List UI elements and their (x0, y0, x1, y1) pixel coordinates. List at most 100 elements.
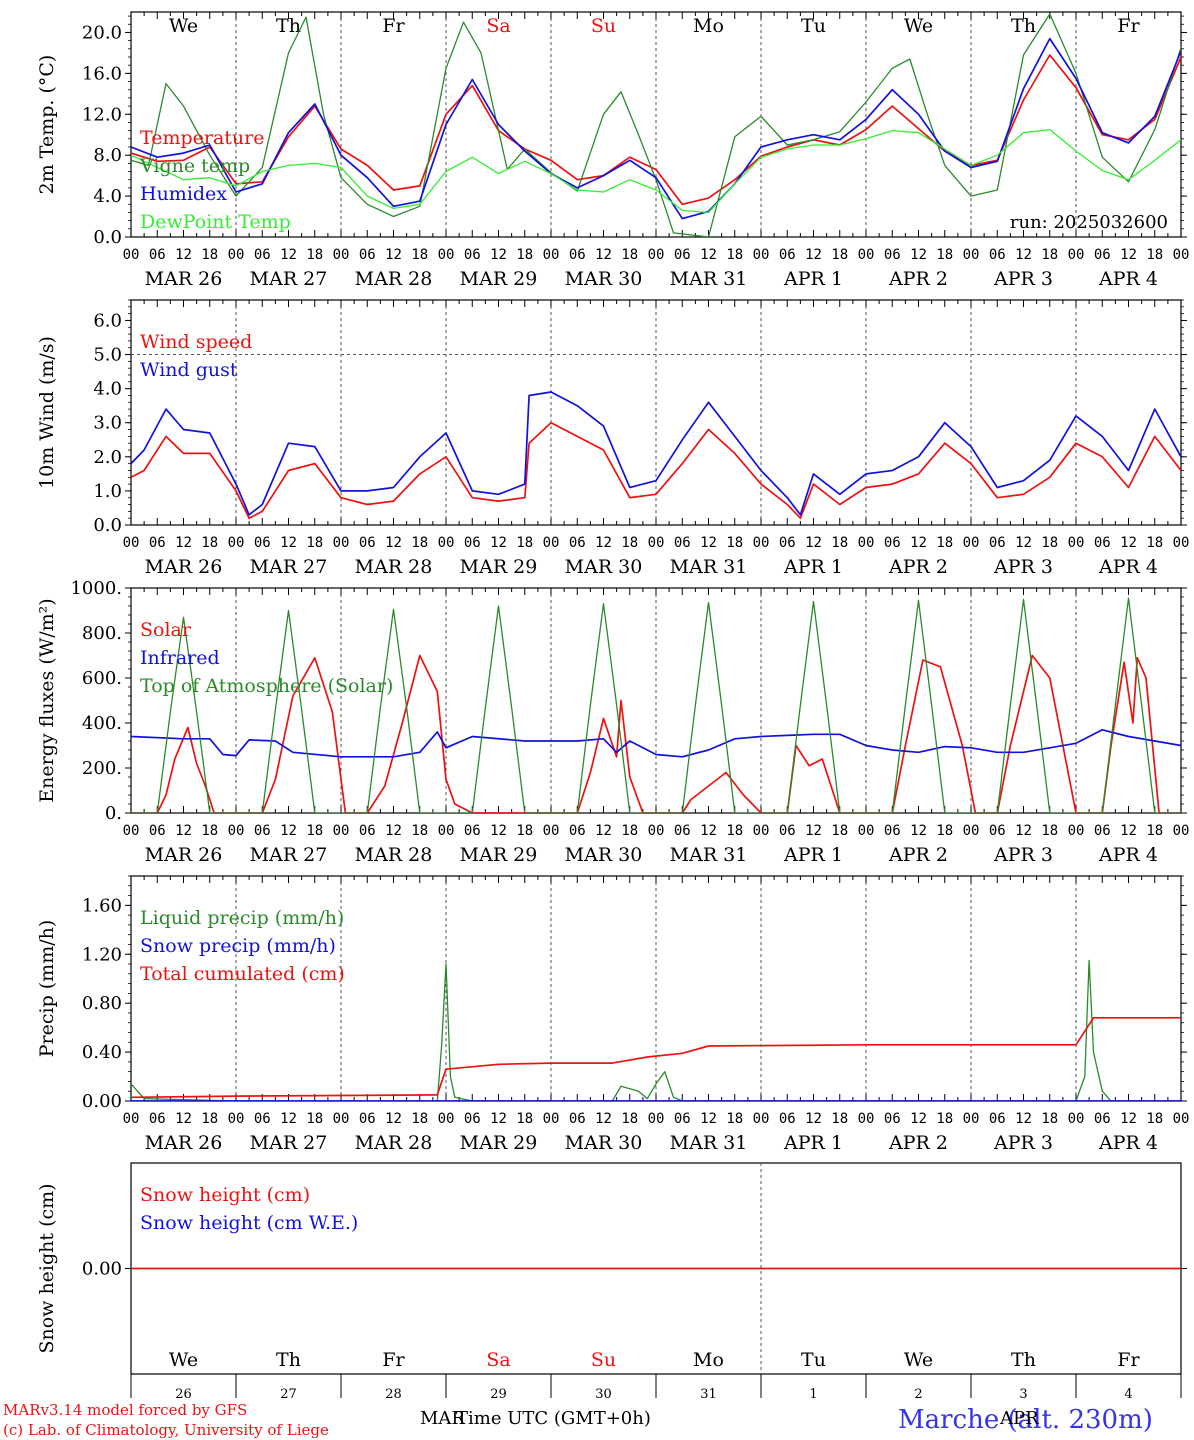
hour-label: 00 (858, 247, 875, 263)
hour-label: 18 (1041, 1111, 1058, 1127)
y-tick-label: 8.0 (93, 145, 122, 166)
hour-label: 18 (306, 535, 323, 551)
legend-entry: Wind gust (140, 359, 238, 381)
hour-label: 00 (123, 535, 140, 551)
hour-label: 06 (464, 247, 481, 263)
hour-label: 12 (1120, 247, 1137, 263)
y-tick-label: 800. (82, 623, 122, 644)
y-tick-label: 20.0 (82, 22, 122, 43)
hour-label: 00 (1068, 535, 1085, 551)
legend-entry: Snow height (cm W.E.) (140, 1212, 358, 1234)
hour-label: 06 (149, 1111, 166, 1127)
hour-label: 00 (963, 823, 980, 839)
hour-label: 18 (201, 535, 218, 551)
hour-label: 00 (648, 1111, 665, 1127)
y-tick-label: 1.0 (93, 481, 122, 502)
hour-label: 18 (1146, 823, 1163, 839)
day-abbr: Th (276, 1349, 301, 1371)
hour-label: 12 (700, 823, 717, 839)
series-line-0 (131, 421, 1181, 520)
hour-label: 00 (438, 535, 455, 551)
hour-label: 12 (910, 535, 927, 551)
legend-entry: Vigne temp (139, 155, 250, 177)
date-label: MAR 31 (670, 268, 748, 290)
series-line-0 (131, 654, 1181, 813)
date-label: APR 4 (1098, 268, 1158, 290)
hour-label: 12 (805, 535, 822, 551)
hour-label: 18 (936, 1111, 953, 1127)
hour-label: 00 (543, 823, 560, 839)
hour-label: 00 (228, 535, 245, 551)
hour-label: 12 (805, 247, 822, 263)
day-number: 29 (490, 1387, 507, 1402)
date-label: APR 1 (783, 844, 843, 866)
legend-entry: Liquid precip (mm/h) (140, 907, 344, 929)
series-line-2 (131, 1016, 1181, 1099)
hour-label: 06 (884, 535, 901, 551)
hour-label: 06 (569, 1111, 586, 1127)
hour-label: 18 (411, 247, 428, 263)
hour-label: 06 (359, 535, 376, 551)
hour-label: 12 (595, 823, 612, 839)
hour-label: 12 (175, 535, 192, 551)
hour-label: 00 (543, 535, 560, 551)
date-label: MAR 30 (565, 556, 643, 578)
date-label: MAR 31 (670, 556, 748, 578)
day-abbr: Th (276, 15, 301, 37)
hour-label: 00 (963, 247, 980, 263)
hour-label: 18 (936, 247, 953, 263)
legend-entry: Solar (140, 619, 192, 641)
hour-label: 06 (674, 535, 691, 551)
hour-label: 06 (884, 1111, 901, 1127)
y-tick-label: 4.0 (93, 379, 122, 400)
y-tick-label: 6.0 (93, 310, 122, 331)
date-label: MAR 27 (250, 844, 328, 866)
day-abbr: Mo (693, 15, 724, 37)
day-number: 1 (809, 1387, 817, 1402)
station-label: Marche (alt. 230m) (898, 1405, 1153, 1435)
series-line-1 (131, 391, 1181, 516)
bottom-month-apr: APR (999, 1408, 1039, 1429)
date-label: MAR 31 (670, 1132, 748, 1154)
hour-label: 06 (989, 247, 1006, 263)
hour-label: 18 (726, 535, 743, 551)
day-abbr: Su (591, 1349, 616, 1371)
hour-label: 18 (1041, 535, 1058, 551)
hour-label: 06 (779, 823, 796, 839)
hour-label: 06 (989, 535, 1006, 551)
day-abbr: Tu (801, 15, 826, 37)
hour-label: 00 (753, 1111, 770, 1127)
y-tick-label: 600. (82, 668, 122, 689)
legend-entry: Snow precip (mm/h) (140, 935, 336, 957)
hour-label: 18 (201, 247, 218, 263)
date-label: MAR 30 (565, 844, 643, 866)
hour-label: 00 (333, 823, 350, 839)
hour-label: 00 (1173, 535, 1190, 551)
hour-label: 18 (1146, 1111, 1163, 1127)
date-label: MAR 28 (355, 1132, 433, 1154)
hour-label: 00 (228, 247, 245, 263)
credit-lab: (c) Lab. of Climatology, University of L… (3, 1421, 329, 1439)
hour-label: 12 (910, 823, 927, 839)
hour-label: 12 (385, 823, 402, 839)
hour-label: 12 (595, 535, 612, 551)
y-axis-label: 2m Temp. (°C) (36, 55, 58, 195)
series-line-0 (131, 54, 1181, 206)
hour-label: 18 (831, 247, 848, 263)
hour-label: 12 (385, 1111, 402, 1127)
day-abbr: Su (591, 15, 616, 37)
hour-label: 12 (490, 1111, 507, 1127)
hour-label: 00 (1173, 247, 1190, 263)
hour-label: 18 (1041, 823, 1058, 839)
hour-label: 06 (569, 823, 586, 839)
day-abbr: Fr (1117, 15, 1140, 37)
hour-label: 06 (569, 247, 586, 263)
day-abbr: We (904, 1349, 933, 1371)
date-label: APR 2 (888, 556, 948, 578)
hour-label: 06 (674, 247, 691, 263)
panel-energy: 0. 200. 400. 600. 800. 1000. Energy fluxes (W/… (36, 578, 1189, 866)
hour-label: 00 (963, 1111, 980, 1127)
hour-label: 06 (254, 823, 271, 839)
hour-label: 18 (306, 823, 323, 839)
hour-label: 00 (1068, 247, 1085, 263)
